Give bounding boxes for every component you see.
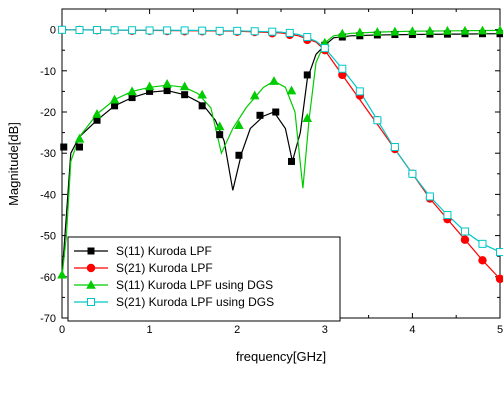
series-2-marker (495, 274, 503, 284)
legend-box (67, 236, 341, 322)
series-3-marker (442, 25, 453, 35)
series-4-marker (75, 26, 84, 35)
series-1-marker (235, 151, 243, 159)
series-3-marker (495, 25, 503, 35)
y-tick-label: -40 (40, 189, 56, 201)
series-1-marker (181, 91, 189, 99)
series-3-marker (302, 113, 313, 122)
series-1-marker (256, 111, 264, 119)
series-3-marker (74, 133, 85, 143)
series-2-marker (460, 235, 470, 244)
x-tick-label: 2 (234, 324, 240, 336)
series-3-marker (249, 90, 260, 100)
series-1-marker (60, 143, 68, 151)
series-4-marker (373, 116, 382, 125)
x-tick-label: 5 (497, 324, 503, 336)
series-3-marker (477, 25, 488, 35)
series-4-marker (198, 26, 207, 35)
series-markers (57, 25, 503, 284)
series-4-marker (443, 211, 452, 219)
y-tick-label: -70 (40, 313, 56, 325)
series-3-marker (214, 121, 225, 131)
series-line-4 (61, 29, 501, 253)
series-1-marker (128, 94, 136, 102)
legend: S(11) Kuroda LPF S(21) Kuroda LPF S(11) Ku… (67, 236, 341, 322)
y-tick-label: -10 (40, 66, 56, 78)
series-1-marker (146, 87, 154, 95)
x-tick-label: 4 (409, 324, 415, 336)
series-3-marker (337, 28, 348, 38)
y-tick-label: -60 (40, 272, 56, 284)
series-3-marker (425, 26, 435, 35)
series-3-marker (127, 86, 137, 96)
legend-label: S(21) Kuroda LPF (116, 261, 213, 275)
series-3-marker (179, 81, 190, 91)
series-1-marker (93, 116, 101, 124)
series-4-marker (163, 26, 172, 35)
series-1-marker (76, 143, 84, 151)
series-3-marker (269, 76, 279, 85)
y-axis-title: Magnitude[dB] (6, 122, 21, 206)
series-4-marker (215, 26, 224, 35)
series-1-marker (111, 102, 119, 110)
x-tick-label: 3 (322, 324, 328, 336)
series-4-marker (128, 26, 137, 35)
series-4-marker (285, 28, 294, 37)
y-tick-label: 0 (50, 25, 56, 37)
legend-marker (87, 298, 95, 306)
legend-marker (86, 280, 96, 289)
series-3-marker (390, 26, 400, 36)
y-tick-label: -50 (40, 231, 56, 243)
series-4-marker (268, 27, 277, 36)
series-2-marker (478, 256, 487, 265)
series-1-marker (163, 87, 171, 95)
series-1-marker (303, 71, 311, 79)
series-4-marker (180, 26, 189, 35)
series-4-marker (58, 25, 66, 34)
series-4-marker (320, 44, 329, 53)
series-4-marker (303, 33, 312, 42)
x-tick-label: 1 (147, 324, 153, 336)
series-3-marker (234, 120, 244, 129)
series-3-marker (162, 78, 172, 88)
series-4-marker (425, 192, 434, 201)
series-4-marker (110, 26, 119, 35)
x-tick-label: 0 (59, 324, 65, 336)
series-1-marker (288, 157, 296, 165)
legend-label: S(11) Kuroda LPF (116, 244, 212, 258)
series-4-marker (496, 248, 503, 257)
series-4-marker (478, 239, 487, 248)
legend-label: S(21) Kuroda LPF using DGS (116, 295, 274, 309)
series-4-marker (145, 26, 154, 35)
series-4-marker (460, 227, 469, 236)
series-3-marker (286, 85, 297, 95)
series-3-marker (460, 25, 470, 35)
series-4-marker (338, 64, 347, 73)
series-3-marker (92, 109, 102, 118)
legend-marker (86, 263, 96, 273)
series-3-marker (372, 27, 383, 36)
series-3-marker (407, 26, 418, 36)
series-4-marker (233, 26, 242, 35)
x-axis-title: frequency[GHz] (236, 349, 326, 364)
series-4-marker (250, 27, 259, 36)
series-1-marker (198, 102, 206, 110)
series-2-marker (338, 70, 347, 80)
series-3-marker (197, 89, 207, 99)
series-1-marker (272, 108, 280, 116)
series-4-marker (93, 26, 102, 35)
y-tick-label: -30 (40, 148, 56, 160)
series-4-marker (390, 143, 399, 152)
series-3-marker (109, 94, 120, 104)
series-3-marker (355, 27, 365, 37)
series-4-marker (355, 87, 364, 96)
legend-marker (87, 247, 95, 255)
y-tick-label: -20 (40, 107, 56, 119)
series-3-marker (144, 81, 155, 91)
series-3-marker (57, 269, 67, 279)
legend-label: S(11) Kuroda LPF using DGS (116, 278, 273, 292)
series-1-marker (216, 131, 224, 139)
series-4-marker (408, 169, 417, 178)
